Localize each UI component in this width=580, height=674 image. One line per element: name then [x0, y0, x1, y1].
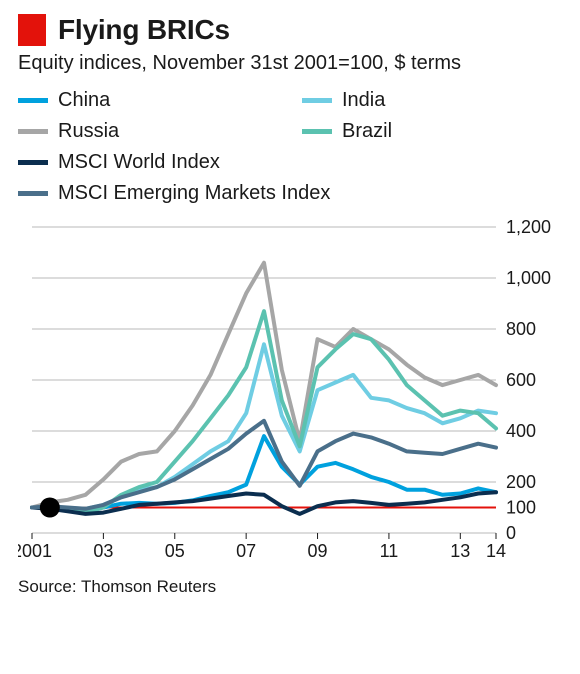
legend-swatch [18, 129, 48, 134]
svg-text:11: 11 [380, 541, 399, 561]
legend-item: China [18, 89, 278, 112]
legend-label: Brazil [342, 120, 392, 143]
svg-text:800: 800 [506, 319, 536, 339]
legend-label: MSCI World Index [58, 151, 220, 174]
legend-item: MSCI Emerging Markets Index [18, 182, 562, 205]
legend-item: MSCI World Index [18, 151, 562, 174]
legend-label: MSCI Emerging Markets Index [58, 182, 330, 205]
legend-label: India [342, 89, 385, 112]
svg-text:0: 0 [506, 523, 516, 543]
chart-title: Flying BRICs [18, 14, 562, 46]
chart-subtitle: Equity indices, November 31st 2001=100, … [18, 52, 562, 75]
svg-text:400: 400 [506, 421, 536, 441]
legend-swatch [18, 160, 48, 165]
legend-swatch [18, 98, 48, 103]
svg-text:09: 09 [308, 541, 328, 561]
svg-text:600: 600 [506, 370, 536, 390]
legend-item: Brazil [302, 120, 562, 143]
svg-text:200: 200 [506, 472, 536, 492]
accent-bar [18, 14, 46, 46]
legend-swatch [302, 129, 332, 134]
legend-label: Russia [58, 120, 119, 143]
svg-text:05: 05 [165, 541, 185, 561]
source-text: Source: Thomson Reuters [18, 577, 562, 597]
svg-text:1,200: 1,200 [506, 217, 551, 237]
legend-item: Russia [18, 120, 278, 143]
legend-swatch [18, 191, 48, 196]
svg-text:07: 07 [236, 541, 256, 561]
svg-text:100: 100 [506, 498, 536, 518]
svg-text:13: 13 [450, 541, 470, 561]
chart-container: Flying BRICs Equity indices, November 31… [0, 0, 580, 674]
legend-item: India [302, 89, 562, 112]
legend: China India Russia Brazil MSCI World Index MS… [18, 89, 562, 205]
chart-area: 0 100 200 400 600 800 1,000 1,200 2001 03 05 07 09 11… [18, 217, 562, 567]
legend-label: China [58, 89, 110, 112]
svg-text:1,000: 1,000 [506, 268, 551, 288]
svg-text:2001: 2001 [18, 541, 52, 561]
svg-text:14: 14 [486, 541, 506, 561]
svg-text:03: 03 [93, 541, 113, 561]
line-chart: 0 100 200 400 600 800 1,000 1,200 2001 03 05 07 09 11… [18, 217, 562, 567]
legend-swatch [302, 98, 332, 103]
